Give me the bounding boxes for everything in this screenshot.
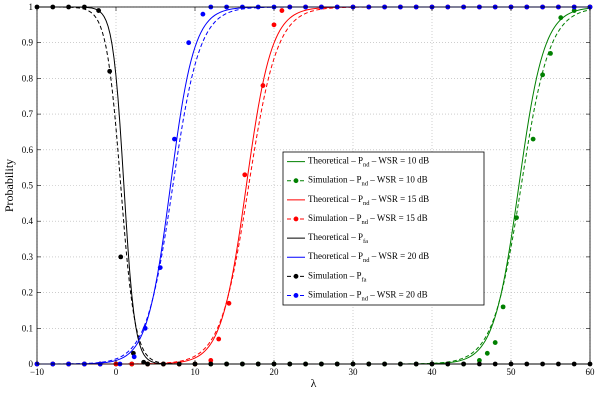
y-tick-label: 0.8: [22, 73, 34, 83]
data-point: [226, 300, 232, 306]
data-point: [271, 22, 277, 28]
data-point: [141, 359, 147, 365]
legend-entry-suffix: – WSR = 20 dB: [368, 289, 428, 299]
legend-swatch-marker: [293, 178, 299, 184]
y-tick-label: 0.7: [22, 109, 34, 119]
legend-entry-suffix: – WSR = 20 dB: [369, 251, 429, 261]
data-point: [172, 136, 177, 142]
data-point: [530, 136, 536, 142]
legend-swatch-marker: [293, 293, 299, 298]
legend-entry-prefix: Simulation – P: [308, 289, 362, 299]
legend-entry-prefix: Simulation – P: [308, 213, 362, 223]
data-point: [208, 358, 214, 363]
legend-entry-prefix: Theoretical – P: [308, 194, 363, 204]
data-point: [540, 72, 545, 78]
data-point: [96, 8, 102, 13]
legend-entry-label: Theoretical – Pfa: [308, 232, 368, 245]
legend-entry-prefix: Simulation – P: [308, 175, 362, 185]
legend-entry-subscript: nd: [363, 200, 370, 207]
data-point: [107, 68, 113, 74]
legend-entry-subscript: fa: [362, 276, 367, 283]
legend-entry-label: Simulation – Pnd – WSR = 15 dB: [308, 213, 428, 226]
y-tick-label: 0.3: [22, 252, 34, 262]
legend-swatch-marker: [293, 273, 299, 279]
legend-entry-label: Theoretical – Pnd – WSR = 15 dB: [308, 194, 429, 207]
legend-entry-prefix: Theoretical – P: [308, 251, 363, 261]
x-tick-label: 40: [428, 367, 438, 377]
legend-entry-subscript: nd: [362, 219, 369, 226]
legend-entry-label: Theoretical – Pnd – WSR = 10 dB: [308, 156, 429, 169]
x-axis-title: λ: [311, 376, 317, 390]
y-tick-label: 0.6: [22, 145, 34, 155]
x-tick-label: 0: [114, 367, 119, 377]
data-point: [477, 358, 482, 363]
data-point: [260, 83, 266, 88]
legend-entry-suffix: – WSR = 10 dB: [369, 156, 429, 166]
y-axis-title: Probability: [2, 159, 16, 212]
legend: Theoretical – Pnd – WSR = 10 dBSimulatio…: [282, 151, 485, 306]
legend-entry-label: Theoretical – Pnd – WSR = 20 dB: [308, 251, 429, 264]
data-point: [216, 336, 222, 342]
y-tick-label: 0.2: [22, 288, 33, 298]
x-tick-label: 60: [586, 367, 596, 377]
y-tick-label: 0.9: [22, 38, 34, 48]
legend-entry-suffix: – WSR = 15 dB: [368, 213, 428, 223]
data-point: [514, 215, 519, 221]
data-point: [484, 350, 490, 356]
y-tick-label: 0.1: [22, 323, 33, 333]
x-tick-label: 30: [349, 367, 359, 377]
legend-entry-label: Simulation – Pnd – WSR = 10 dB: [308, 175, 428, 188]
legend-entry-label: Simulation – Pnd – WSR = 20 dB: [308, 289, 428, 302]
data-point: [118, 254, 124, 260]
data-point: [492, 340, 498, 345]
legend-swatch-marker: [293, 216, 299, 222]
data-point: [558, 15, 564, 21]
legend-box: [282, 151, 485, 306]
axes: −10 0 10 20 30 40 50 6000.10.20.30.40.50.60.70.…: [2, 2, 595, 390]
y-tick-label: 0.5: [22, 181, 34, 191]
legend-entry-prefix: Simulation – P: [308, 270, 362, 280]
legend-entry-subscript: nd: [363, 257, 370, 264]
legend-entry-suffix: – WSR = 15 dB: [369, 194, 429, 204]
y-tick-label: 0.4: [22, 216, 34, 226]
data-point: [130, 350, 136, 356]
y-tick-label: 0: [29, 359, 34, 369]
legend-entry-prefix: Theoretical – P: [308, 156, 363, 166]
x-tick-label: 10: [191, 367, 201, 377]
legend-entry-label: Simulation – Pfa: [308, 270, 367, 283]
legend-entry-prefix: Theoretical – P: [308, 232, 363, 242]
legend-entry-suffix: – WSR = 10 dB: [368, 175, 428, 185]
x-tick-label: −10: [30, 367, 45, 377]
data-point: [500, 304, 506, 310]
data-point: [142, 325, 148, 331]
data-point: [186, 40, 192, 46]
legend-entry-subscript: fa: [363, 238, 368, 245]
data-point: [200, 11, 206, 17]
legend-entry-subscript: nd: [363, 162, 370, 169]
legend-entry-subscript: nd: [362, 295, 369, 302]
data-point: [548, 51, 553, 56]
data-point: [279, 8, 285, 13]
data-point: [157, 265, 163, 271]
data-point: [131, 354, 137, 360]
x-tick-label: 20: [270, 367, 280, 377]
legend-entry-subscript: nd: [362, 181, 369, 188]
y-tick-label: 1: [29, 2, 34, 12]
data-point: [242, 172, 248, 178]
x-tick-label: 50: [507, 367, 517, 377]
data-point: [571, 8, 577, 13]
